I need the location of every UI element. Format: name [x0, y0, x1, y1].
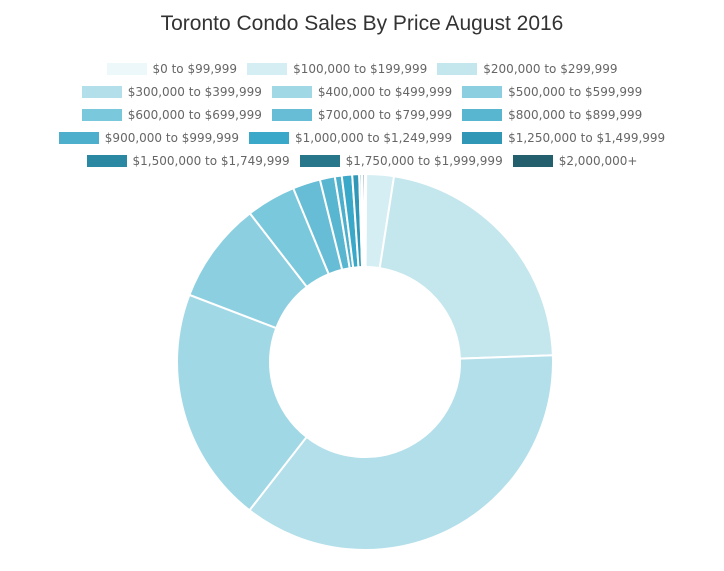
donut-slice[interactable]	[248, 354, 554, 551]
legend-item[interactable]: $1,000,000 to $1,249,999	[249, 129, 452, 147]
legend-label: $200,000 to $299,999	[483, 62, 618, 76]
donut-slice[interactable]	[361, 172, 366, 269]
legend-label: $500,000 to $599,999	[508, 85, 643, 99]
legend-swatch	[462, 109, 503, 121]
legend-item[interactable]: $100,000 to $199,999	[247, 60, 427, 78]
legend-swatch	[271, 86, 312, 98]
legend: $0 to $99,999 $100,000 to $199,999 $200,00…	[20, 60, 704, 170]
chart-title: Toronto Condo Sales By Price August 2016	[160, 12, 564, 35]
legend-swatch	[299, 155, 340, 167]
legend-swatch	[58, 132, 99, 144]
legend-label: $400,000 to $499,999	[317, 85, 453, 99]
legend-swatch	[81, 109, 122, 121]
legend-item[interactable]: $900,000 to $999,999	[58, 129, 239, 147]
legend-item[interactable]: $0 to $99,999	[106, 60, 238, 78]
legend-swatch	[462, 86, 503, 98]
legend-item[interactable]: $800,000 to $899,999	[462, 106, 642, 124]
legend-item[interactable]: $200,000 to $299,999	[437, 60, 617, 78]
legend-item[interactable]: $1,250,000 to $1,499,999	[462, 129, 665, 147]
donut-slice[interactable]	[175, 293, 309, 512]
legend-label: $1,000,000 to $1,249,999	[295, 131, 453, 145]
legend-label: $300,000 to $399,999	[127, 85, 262, 99]
legend-item[interactable]: $300,000 to $399,999	[81, 83, 262, 101]
legend-swatch	[86, 155, 127, 167]
legend-item[interactable]: $1,500,000 to $1,749,999	[86, 152, 290, 170]
legend-label: $700,000 to $799,999	[317, 108, 453, 122]
legend-label: $1,250,000 to $1,499,999	[508, 131, 666, 145]
legend-item[interactable]: $1,750,000 to $1,999,999	[299, 152, 503, 170]
legend-swatch	[249, 132, 289, 144]
legend-label: $1,500,000 to $1,749,999	[132, 154, 290, 168]
legend-item[interactable]: $2,000,000+	[512, 152, 638, 170]
legend-item[interactable]: $600,000 to $699,999	[81, 106, 262, 124]
legend-swatch	[462, 132, 503, 144]
legend-swatch	[247, 63, 288, 75]
legend-label: $100,000 to $199,999	[293, 62, 428, 76]
legend-item[interactable]: $700,000 to $799,999	[271, 106, 453, 124]
legend-label: $600,000 to $699,999	[127, 108, 262, 122]
legend-label: $800,000 to $899,999	[508, 108, 643, 122]
legend-item[interactable]: $500,000 to $599,999	[462, 83, 642, 101]
legend-swatch	[81, 86, 122, 98]
donut-slice[interactable]	[378, 175, 554, 360]
legend-swatch	[437, 63, 478, 75]
legend-item[interactable]: $400,000 to $499,999	[271, 83, 453, 101]
legend-label: $900,000 to $999,999	[104, 131, 239, 145]
legend-label: $1,750,000 to $1,999,999	[345, 154, 503, 168]
legend-label: $0 to $99,999	[152, 62, 238, 76]
legend-swatch	[512, 155, 553, 167]
legend-label: $2,000,000+	[558, 154, 638, 168]
legend-swatch	[271, 109, 312, 121]
legend-swatch	[106, 63, 147, 75]
